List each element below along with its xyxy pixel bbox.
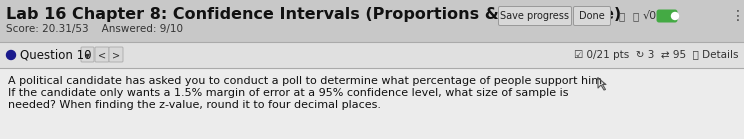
Text: ⋮: ⋮ (731, 9, 744, 23)
Text: √0: √0 (643, 11, 657, 21)
FancyBboxPatch shape (109, 47, 123, 62)
Text: 📄: 📄 (619, 11, 625, 21)
Text: Question 10: Question 10 (20, 49, 92, 61)
Text: ☑ 0/21 pts  ↻ 3  ⇄ 95  ⓘ Details: ☑ 0/21 pts ↻ 3 ⇄ 95 ⓘ Details (574, 50, 738, 60)
FancyBboxPatch shape (574, 7, 611, 25)
FancyBboxPatch shape (81, 47, 94, 62)
Text: Lab 16 Chapter 8: Confidence Intervals (Proportions & Sample Size): Lab 16 Chapter 8: Confidence Intervals (… (6, 7, 621, 22)
Text: <: < (98, 50, 106, 60)
Text: needed? When finding the z-value, round it to four decimal places.: needed? When finding the z-value, round … (8, 100, 381, 110)
FancyBboxPatch shape (656, 9, 678, 23)
Text: Done: Done (579, 11, 605, 21)
Text: A political candidate has asked you to conduct a poll to determine what percenta: A political candidate has asked you to c… (8, 76, 606, 86)
Text: >: > (112, 50, 120, 60)
FancyBboxPatch shape (0, 68, 744, 139)
Text: ▾: ▾ (85, 50, 90, 60)
FancyBboxPatch shape (0, 0, 744, 42)
Text: 🖨: 🖨 (633, 11, 639, 21)
FancyBboxPatch shape (95, 47, 109, 62)
FancyBboxPatch shape (498, 7, 571, 25)
Circle shape (7, 50, 16, 59)
Text: Score: 20.31/53    Answered: 9/10: Score: 20.31/53 Answered: 9/10 (6, 24, 183, 34)
FancyBboxPatch shape (0, 42, 744, 68)
Text: Save progress: Save progress (501, 11, 569, 21)
Circle shape (672, 13, 679, 19)
Text: If the candidate only wants a 1.5% margin of error at a 95% confidence level, wh: If the candidate only wants a 1.5% margi… (8, 88, 568, 98)
